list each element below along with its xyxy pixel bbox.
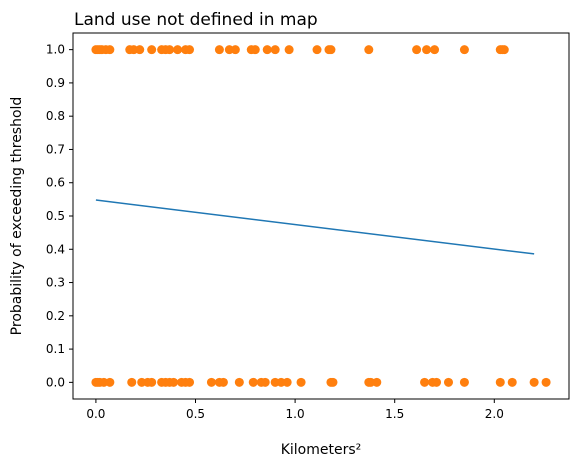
data-point: [507, 377, 517, 387]
x-tick-label: 1.0: [286, 407, 305, 421]
data-point: [250, 45, 260, 55]
data-point: [284, 45, 294, 55]
y-tick-label: 0.0: [46, 375, 65, 389]
data-point: [282, 377, 292, 387]
y-tick-label: 0.2: [46, 309, 65, 323]
data-point: [147, 45, 157, 55]
x-tick-label: 1.5: [385, 407, 404, 421]
x-axis-label: Kilometers²: [281, 442, 362, 458]
data-point: [185, 45, 195, 55]
data-point: [296, 377, 306, 387]
line-layer: [95, 199, 535, 255]
data-point: [173, 45, 183, 55]
y-tick-label: 0.4: [46, 242, 65, 256]
x-tick-label: 0.5: [186, 407, 205, 421]
data-point: [459, 377, 469, 387]
data-point: [169, 377, 179, 387]
data-point: [541, 377, 551, 387]
chart-title: Land use not defined in map: [74, 10, 318, 30]
points-layer: [91, 45, 551, 387]
data-point: [105, 45, 115, 55]
data-point: [147, 377, 157, 387]
data-point: [432, 377, 442, 387]
y-axis-label: Probability of exceeding threshold: [9, 97, 25, 336]
y-axis-ticks: 0.0 0.1 0.2 0.3 0.4 0.5 0.6 0.7 0.8 0.9 1.0: [46, 43, 73, 389]
plot-area: [72, 32, 570, 400]
data-point: [372, 377, 382, 387]
x-axis-ticks: 0.0 0.5 1.0 1.5 2.0: [86, 399, 504, 421]
data-point: [529, 377, 539, 387]
x-tick-label: 0.0: [86, 407, 105, 421]
y-tick-label: 0.1: [46, 342, 65, 356]
y-tick-label: 0.8: [46, 109, 65, 123]
data-point: [127, 377, 137, 387]
x-tick-label: 2.0: [485, 407, 504, 421]
data-point: [260, 377, 270, 387]
data-point: [422, 45, 432, 55]
data-point: [495, 377, 505, 387]
data-point: [412, 45, 422, 55]
data-point: [248, 377, 258, 387]
data-point: [206, 377, 216, 387]
data-point: [234, 377, 244, 387]
data-point: [459, 45, 469, 55]
y-tick-label: 0.7: [46, 142, 65, 156]
y-tick-label: 0.9: [46, 76, 65, 90]
data-point: [328, 377, 338, 387]
data-point: [430, 45, 440, 55]
data-point: [135, 45, 145, 55]
data-point: [105, 377, 115, 387]
data-point: [218, 377, 228, 387]
y-tick-label: 0.5: [46, 209, 65, 223]
data-point: [185, 377, 195, 387]
data-point: [443, 377, 453, 387]
y-tick-label: 0.6: [46, 176, 65, 190]
data-point: [364, 45, 374, 55]
data-point: [312, 45, 322, 55]
data-point: [499, 45, 509, 55]
y-tick-label: 1.0: [46, 43, 65, 57]
data-point: [165, 45, 175, 55]
data-point: [262, 45, 272, 55]
data-point: [214, 45, 224, 55]
data-point: [230, 45, 240, 55]
data-point: [420, 377, 430, 387]
data-point: [270, 45, 280, 55]
y-tick-label: 0.3: [46, 276, 65, 290]
data-point: [326, 45, 336, 55]
series-line: [95, 199, 535, 255]
